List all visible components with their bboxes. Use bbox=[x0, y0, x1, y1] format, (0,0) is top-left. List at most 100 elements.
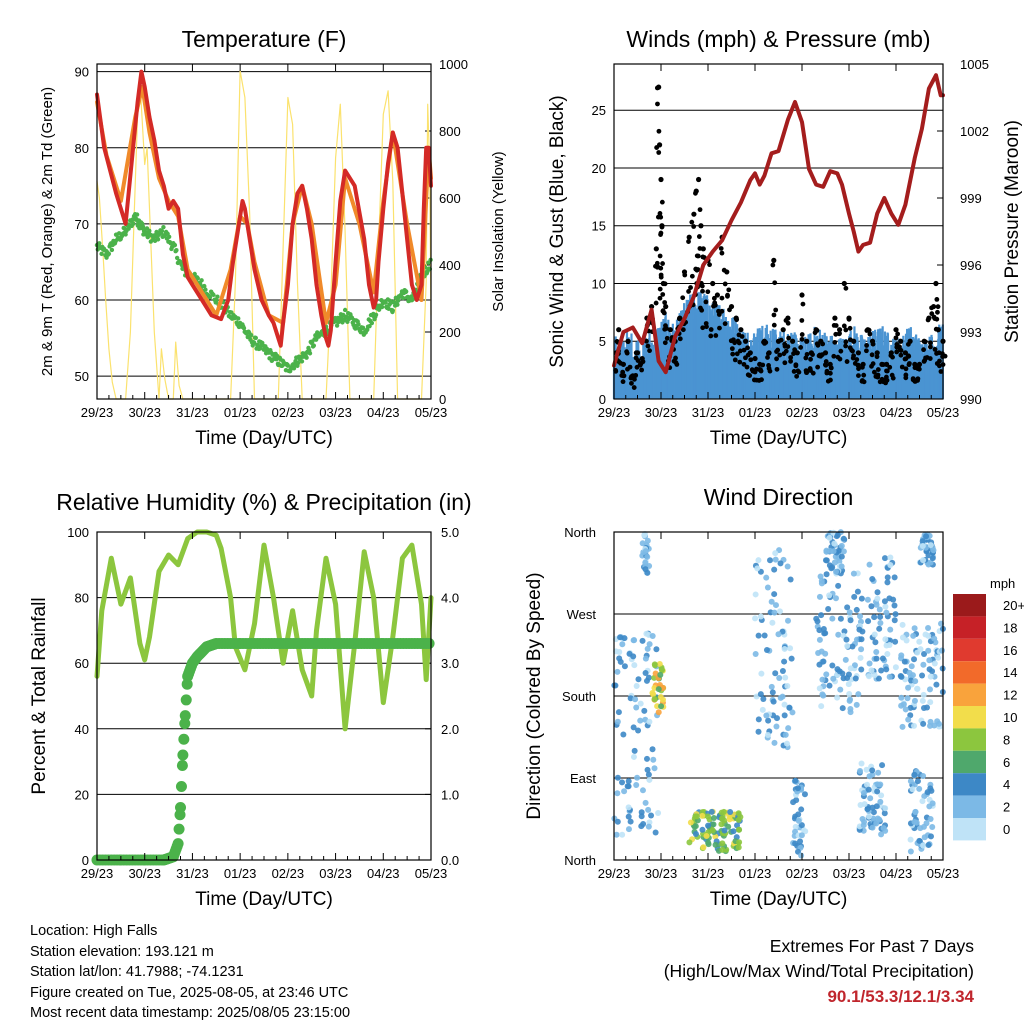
direction-point bbox=[939, 647, 946, 654]
dewpoint-point bbox=[360, 325, 366, 331]
x-tick-label: 02/23 bbox=[272, 866, 305, 881]
direction-point bbox=[868, 603, 875, 610]
direction-point bbox=[634, 774, 641, 781]
x-tick-label: 03/23 bbox=[833, 405, 866, 420]
gust-point bbox=[717, 325, 722, 331]
gust-point bbox=[835, 354, 841, 360]
direction-point bbox=[761, 632, 768, 639]
direction-point bbox=[781, 701, 788, 708]
gust-point bbox=[614, 339, 620, 344]
gust-point bbox=[817, 352, 823, 358]
direction-point bbox=[864, 806, 871, 813]
plot-border bbox=[613, 531, 944, 861]
direction-point bbox=[759, 706, 766, 713]
direction-point bbox=[794, 785, 801, 792]
y-axis-label: 2m & 9m T (Red, Orange) & 2m Td (Green) bbox=[39, 87, 56, 376]
direction-point bbox=[927, 815, 934, 822]
gust-point bbox=[736, 332, 742, 338]
legend-label: 2 bbox=[1003, 800, 1010, 815]
gust-point bbox=[932, 346, 938, 352]
dewpoint-point bbox=[379, 304, 385, 310]
gust-point bbox=[850, 348, 855, 354]
precip-point bbox=[180, 694, 192, 706]
direction-point bbox=[846, 609, 853, 616]
direction-point bbox=[641, 532, 648, 539]
legend-swatch bbox=[953, 661, 986, 684]
panel-title: Temperature (F) bbox=[182, 26, 347, 52]
direction-point bbox=[927, 542, 934, 549]
y-tick-label: East bbox=[570, 771, 596, 786]
y-right-tick-label: 600 bbox=[439, 191, 461, 206]
gust-point bbox=[741, 347, 747, 353]
direction-point bbox=[874, 595, 881, 602]
x-tick-label: 04/23 bbox=[880, 866, 913, 881]
direction-point bbox=[657, 693, 664, 700]
gust-point bbox=[698, 223, 704, 229]
gust-point bbox=[795, 368, 801, 374]
gust-point bbox=[700, 254, 706, 260]
direction-point bbox=[919, 542, 926, 549]
direction-point bbox=[619, 831, 626, 838]
direction-point bbox=[645, 771, 652, 778]
direction-point bbox=[931, 660, 938, 667]
direction-point bbox=[838, 563, 845, 570]
gust-point bbox=[820, 341, 826, 347]
direction-point bbox=[649, 690, 656, 697]
direction-point bbox=[736, 839, 743, 846]
gust-point bbox=[703, 299, 709, 305]
direction-point bbox=[705, 841, 712, 848]
gust-point bbox=[713, 333, 719, 338]
direction-point bbox=[866, 773, 873, 780]
direction-point bbox=[899, 621, 906, 628]
gust-point bbox=[850, 355, 856, 361]
x-tick-label: 31/23 bbox=[692, 405, 725, 420]
dewpoint-point bbox=[97, 241, 102, 246]
y-right-tick-label: 400 bbox=[439, 258, 461, 273]
direction-point bbox=[826, 682, 833, 689]
direction-point bbox=[909, 786, 916, 793]
gust-point bbox=[748, 357, 754, 363]
dewpoint-point bbox=[253, 335, 258, 341]
extremes-subtitle: (High/Low/Max Wind/Total Precipitation) bbox=[663, 961, 974, 981]
legend-label: 14 bbox=[1003, 665, 1017, 680]
dewpoint-point bbox=[395, 298, 401, 303]
dewpoint-point bbox=[172, 242, 178, 248]
x-tick-label: 03/23 bbox=[319, 405, 352, 420]
y-right-tick-label: 1000 bbox=[439, 57, 468, 72]
direction-point bbox=[860, 822, 867, 829]
legend-swatch bbox=[953, 594, 986, 617]
plot-border bbox=[96, 531, 432, 861]
gust-point bbox=[855, 350, 862, 356]
direction-point bbox=[785, 617, 792, 624]
gust-point bbox=[766, 363, 771, 368]
direction-point bbox=[719, 815, 726, 822]
gust-point bbox=[810, 370, 816, 376]
gust-point bbox=[875, 367, 881, 372]
y-tick-label: 60 bbox=[75, 293, 89, 308]
direction-point bbox=[758, 670, 765, 677]
direction-point bbox=[923, 704, 930, 711]
direction-point bbox=[631, 662, 638, 669]
direction-point bbox=[919, 538, 926, 545]
direction-point bbox=[829, 615, 836, 622]
direction-point bbox=[858, 646, 865, 653]
direction-point bbox=[929, 800, 936, 807]
y-right-tick-label: 996 bbox=[960, 258, 982, 273]
direction-point bbox=[844, 675, 851, 682]
dewpoint-point bbox=[241, 325, 247, 331]
gust-point bbox=[890, 354, 895, 360]
gust-point bbox=[662, 340, 668, 346]
gust-point bbox=[694, 267, 700, 273]
direction-point bbox=[871, 614, 878, 621]
direction-point bbox=[921, 834, 928, 841]
x-tick-label: 05/23 bbox=[415, 866, 448, 881]
direction-point bbox=[784, 740, 791, 747]
direction-point bbox=[876, 816, 883, 823]
direction-point bbox=[633, 781, 640, 788]
direction-point bbox=[652, 670, 659, 677]
gust-point bbox=[667, 327, 674, 333]
direction-point bbox=[782, 731, 789, 738]
direction-point bbox=[621, 635, 628, 642]
gust-point bbox=[680, 295, 686, 301]
humidity-panel: 0 20 40 60 80 100 0.0 1.0 2.0 3.0 4.0 5.0 Percent & … bbox=[29, 489, 472, 910]
